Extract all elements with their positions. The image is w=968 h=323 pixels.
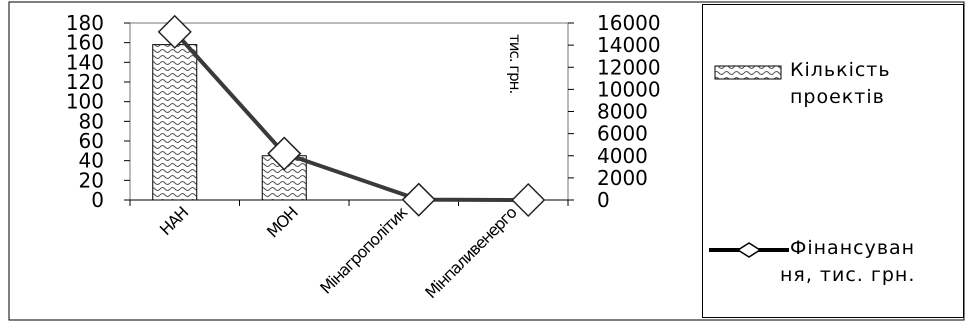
x-axis-category-label: МОН bbox=[263, 203, 301, 241]
legend-bar-swatch bbox=[714, 65, 782, 80]
legend-bar-label-line2: проектів bbox=[790, 86, 885, 108]
left-axis-tick-label: 40 bbox=[79, 149, 104, 173]
right-axis-tick-label: 2000 bbox=[597, 166, 648, 190]
right-axis-tick-label: 14000 bbox=[597, 33, 661, 57]
right-axis-tick-label: 4000 bbox=[597, 144, 648, 168]
left-axis-tick-label: 120 bbox=[66, 70, 104, 94]
left-axis-tick-label: 160 bbox=[66, 31, 104, 55]
line-point-3 bbox=[511, 182, 546, 218]
legend-line-swatch bbox=[709, 242, 789, 258]
right-axis-tick-label: 10000 bbox=[597, 77, 661, 101]
right-axis-tick-label: 0 bbox=[597, 188, 610, 212]
bar-0 bbox=[152, 44, 198, 201]
x-axis-category-label: НАН bbox=[156, 203, 192, 239]
line-point-2 bbox=[401, 182, 436, 217]
line-point-0 bbox=[157, 14, 192, 49]
left-axis-tick-label: 0 bbox=[91, 188, 104, 212]
right-axis-tick-label: 16000 bbox=[597, 11, 661, 35]
right-axis-tick-label: 8000 bbox=[597, 100, 648, 124]
x-axis-category-label: Мінагрополітик bbox=[316, 202, 411, 297]
legend bbox=[702, 4, 964, 318]
left-axis-tick-label: 20 bbox=[79, 168, 104, 192]
left-axis-tick-label: 60 bbox=[79, 129, 104, 153]
left-axis-tick-label: 140 bbox=[66, 50, 104, 74]
legend-bar-label-line1: Кількість bbox=[790, 59, 891, 81]
line-point-1 bbox=[267, 136, 302, 171]
right-axis-tick-label: 6000 bbox=[597, 122, 648, 146]
series-line-path bbox=[173, 30, 538, 202]
left-axis-tick-label: 100 bbox=[66, 90, 104, 114]
left-axis-tick-label: 180 bbox=[66, 11, 104, 35]
legend-line-label-line1: Фінансуван bbox=[790, 237, 916, 259]
right-axis-unit-label: тис. грн. bbox=[506, 34, 524, 93]
right-axis-tick-label: 12000 bbox=[597, 55, 661, 79]
x-axis-category-label: Мінпаливенерго bbox=[421, 203, 520, 302]
legend-line-label-line2: ня, тис. грн. bbox=[780, 264, 916, 286]
left-axis-tick-label: 80 bbox=[79, 109, 104, 133]
